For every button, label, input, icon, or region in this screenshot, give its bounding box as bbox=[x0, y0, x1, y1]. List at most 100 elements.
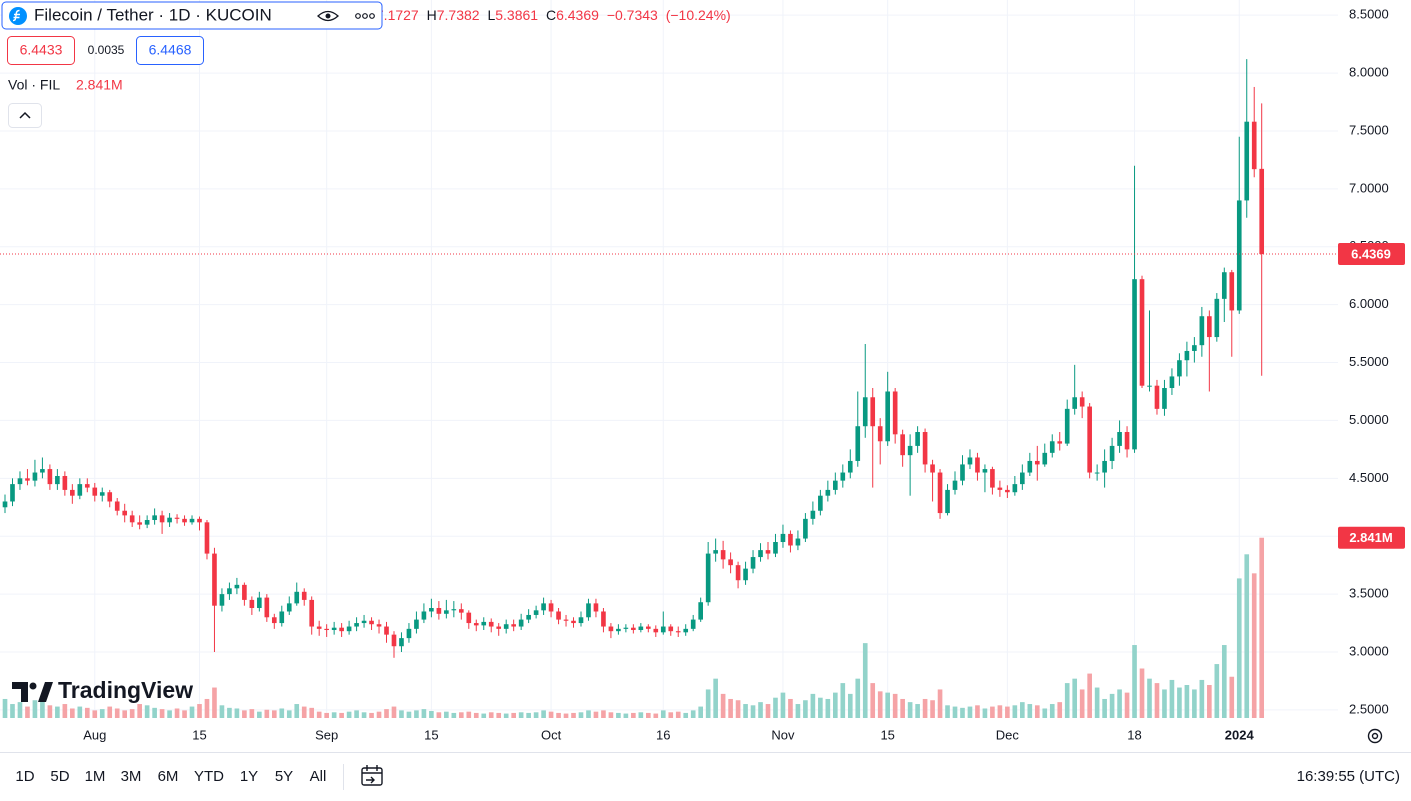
symbol-box[interactable]: Filecoin / Tether · 1D · KUCOIN bbox=[1, 1, 383, 30]
volume-bar bbox=[264, 709, 270, 718]
candle-body bbox=[234, 584, 240, 589]
volume-bar bbox=[533, 712, 539, 718]
candle-body bbox=[481, 621, 487, 626]
volume-bar bbox=[556, 712, 561, 718]
volume-bar bbox=[1132, 645, 1137, 718]
symbol-title[interactable]: Filecoin / Tether · 1D · KUCOIN bbox=[34, 5, 272, 24]
range-button[interactable]: YTD bbox=[194, 768, 224, 785]
candle-body bbox=[743, 568, 748, 581]
ask-price[interactable]: 6.4468 bbox=[149, 42, 192, 58]
eye-pupil bbox=[325, 13, 331, 19]
calendar bbox=[361, 767, 383, 786]
candle-body bbox=[137, 522, 142, 525]
logo-text[interactable]: TradingView bbox=[58, 677, 193, 703]
symbol-box-frame[interactable] bbox=[1, 1, 383, 30]
candle-body bbox=[1229, 272, 1235, 311]
candle-body bbox=[503, 624, 509, 629]
volume-bar bbox=[847, 693, 853, 718]
volume-bar bbox=[690, 710, 696, 718]
candle-body bbox=[391, 634, 397, 647]
volume-bar bbox=[70, 708, 75, 718]
y-tick-label: 7.0000 bbox=[1349, 180, 1389, 195]
volume-bar bbox=[877, 691, 883, 718]
volume-bar bbox=[1147, 678, 1152, 718]
candle-body bbox=[1012, 484, 1018, 493]
candle-body bbox=[683, 628, 689, 633]
last-volume-tag bbox=[1338, 526, 1405, 549]
range-button[interactable]: 3M bbox=[121, 768, 142, 785]
candle-body bbox=[1132, 279, 1137, 450]
candle-body bbox=[1207, 316, 1212, 338]
candle-body bbox=[294, 591, 300, 604]
volume-bar bbox=[137, 704, 142, 718]
volume-bar bbox=[451, 712, 457, 718]
range-button[interactable]: 1M bbox=[85, 768, 106, 785]
volume-bar bbox=[1124, 692, 1130, 718]
settings-icon[interactable] bbox=[1367, 728, 1383, 744]
volume-bar bbox=[1057, 702, 1063, 718]
volume-bar bbox=[152, 707, 157, 718]
volume-bar bbox=[40, 695, 45, 718]
candle-body bbox=[212, 553, 217, 606]
range-button[interactable]: 6M bbox=[158, 768, 179, 785]
candle-body bbox=[795, 538, 801, 546]
date-range-icon[interactable] bbox=[361, 765, 383, 786]
range-button[interactable]: 1Y bbox=[240, 768, 258, 785]
range-button[interactable]: All bbox=[310, 768, 327, 785]
candle-body bbox=[862, 397, 868, 427]
volume-bar bbox=[705, 689, 711, 718]
bid-frame[interactable] bbox=[7, 36, 75, 65]
volume-bar bbox=[930, 700, 935, 718]
candle-body bbox=[997, 487, 1003, 490]
candle-body bbox=[1221, 272, 1227, 299]
eye-outline bbox=[317, 10, 339, 22]
volume-bar bbox=[1139, 668, 1145, 718]
range-button[interactable]: 5Y bbox=[275, 768, 293, 785]
volume-bar bbox=[1221, 645, 1227, 718]
range-button[interactable]: 1D bbox=[15, 768, 34, 785]
candle-body bbox=[324, 628, 329, 631]
candle-body bbox=[847, 460, 853, 473]
candle-body bbox=[1199, 316, 1205, 346]
candle-body bbox=[1139, 279, 1145, 386]
hide-icon[interactable] bbox=[317, 10, 339, 22]
volume-bar bbox=[1177, 687, 1182, 718]
volume-bar bbox=[99, 709, 105, 718]
candle-body bbox=[548, 603, 554, 612]
range-button[interactable]: 5D bbox=[50, 768, 69, 785]
candle-body bbox=[167, 517, 172, 523]
y-tick-label: 6.0000 bbox=[1349, 296, 1389, 311]
volume-bar bbox=[17, 702, 23, 718]
volume-bar bbox=[758, 702, 763, 718]
high-prefix: H bbox=[427, 7, 437, 23]
candle-body bbox=[249, 599, 255, 609]
volume-bar bbox=[1169, 679, 1175, 718]
logo[interactable]: TradingView bbox=[12, 677, 193, 703]
candle-body bbox=[70, 489, 75, 496]
collapse-button[interactable] bbox=[8, 103, 42, 128]
volume-bar bbox=[406, 711, 412, 718]
candle-body bbox=[1079, 397, 1085, 407]
candle-body bbox=[1102, 460, 1107, 473]
volume-bar bbox=[526, 712, 531, 718]
volume-bar bbox=[354, 710, 359, 718]
volume-bar bbox=[204, 698, 210, 718]
candle-body bbox=[556, 611, 561, 620]
candle-body bbox=[1251, 121, 1257, 170]
clock[interactable]: 16:39:55 (UTC) bbox=[1297, 768, 1400, 785]
bid-box[interactable]: 6.4433 bbox=[7, 36, 75, 65]
candle-body bbox=[511, 624, 516, 627]
volume-bar bbox=[234, 708, 240, 718]
candle-body bbox=[421, 611, 427, 620]
ask-box[interactable]: 6.4468 bbox=[136, 36, 204, 65]
symbol-icon bbox=[9, 7, 27, 25]
volume-bar bbox=[960, 707, 965, 718]
volume-bar bbox=[915, 704, 920, 718]
candle-body bbox=[885, 391, 891, 442]
candle-body bbox=[705, 553, 711, 603]
collapse-frame[interactable] bbox=[8, 103, 42, 128]
ask-frame[interactable] bbox=[136, 36, 204, 65]
bid-price[interactable]: 6.4433 bbox=[20, 42, 63, 58]
volume-bar bbox=[32, 700, 38, 718]
more-icon[interactable] bbox=[355, 13, 375, 19]
